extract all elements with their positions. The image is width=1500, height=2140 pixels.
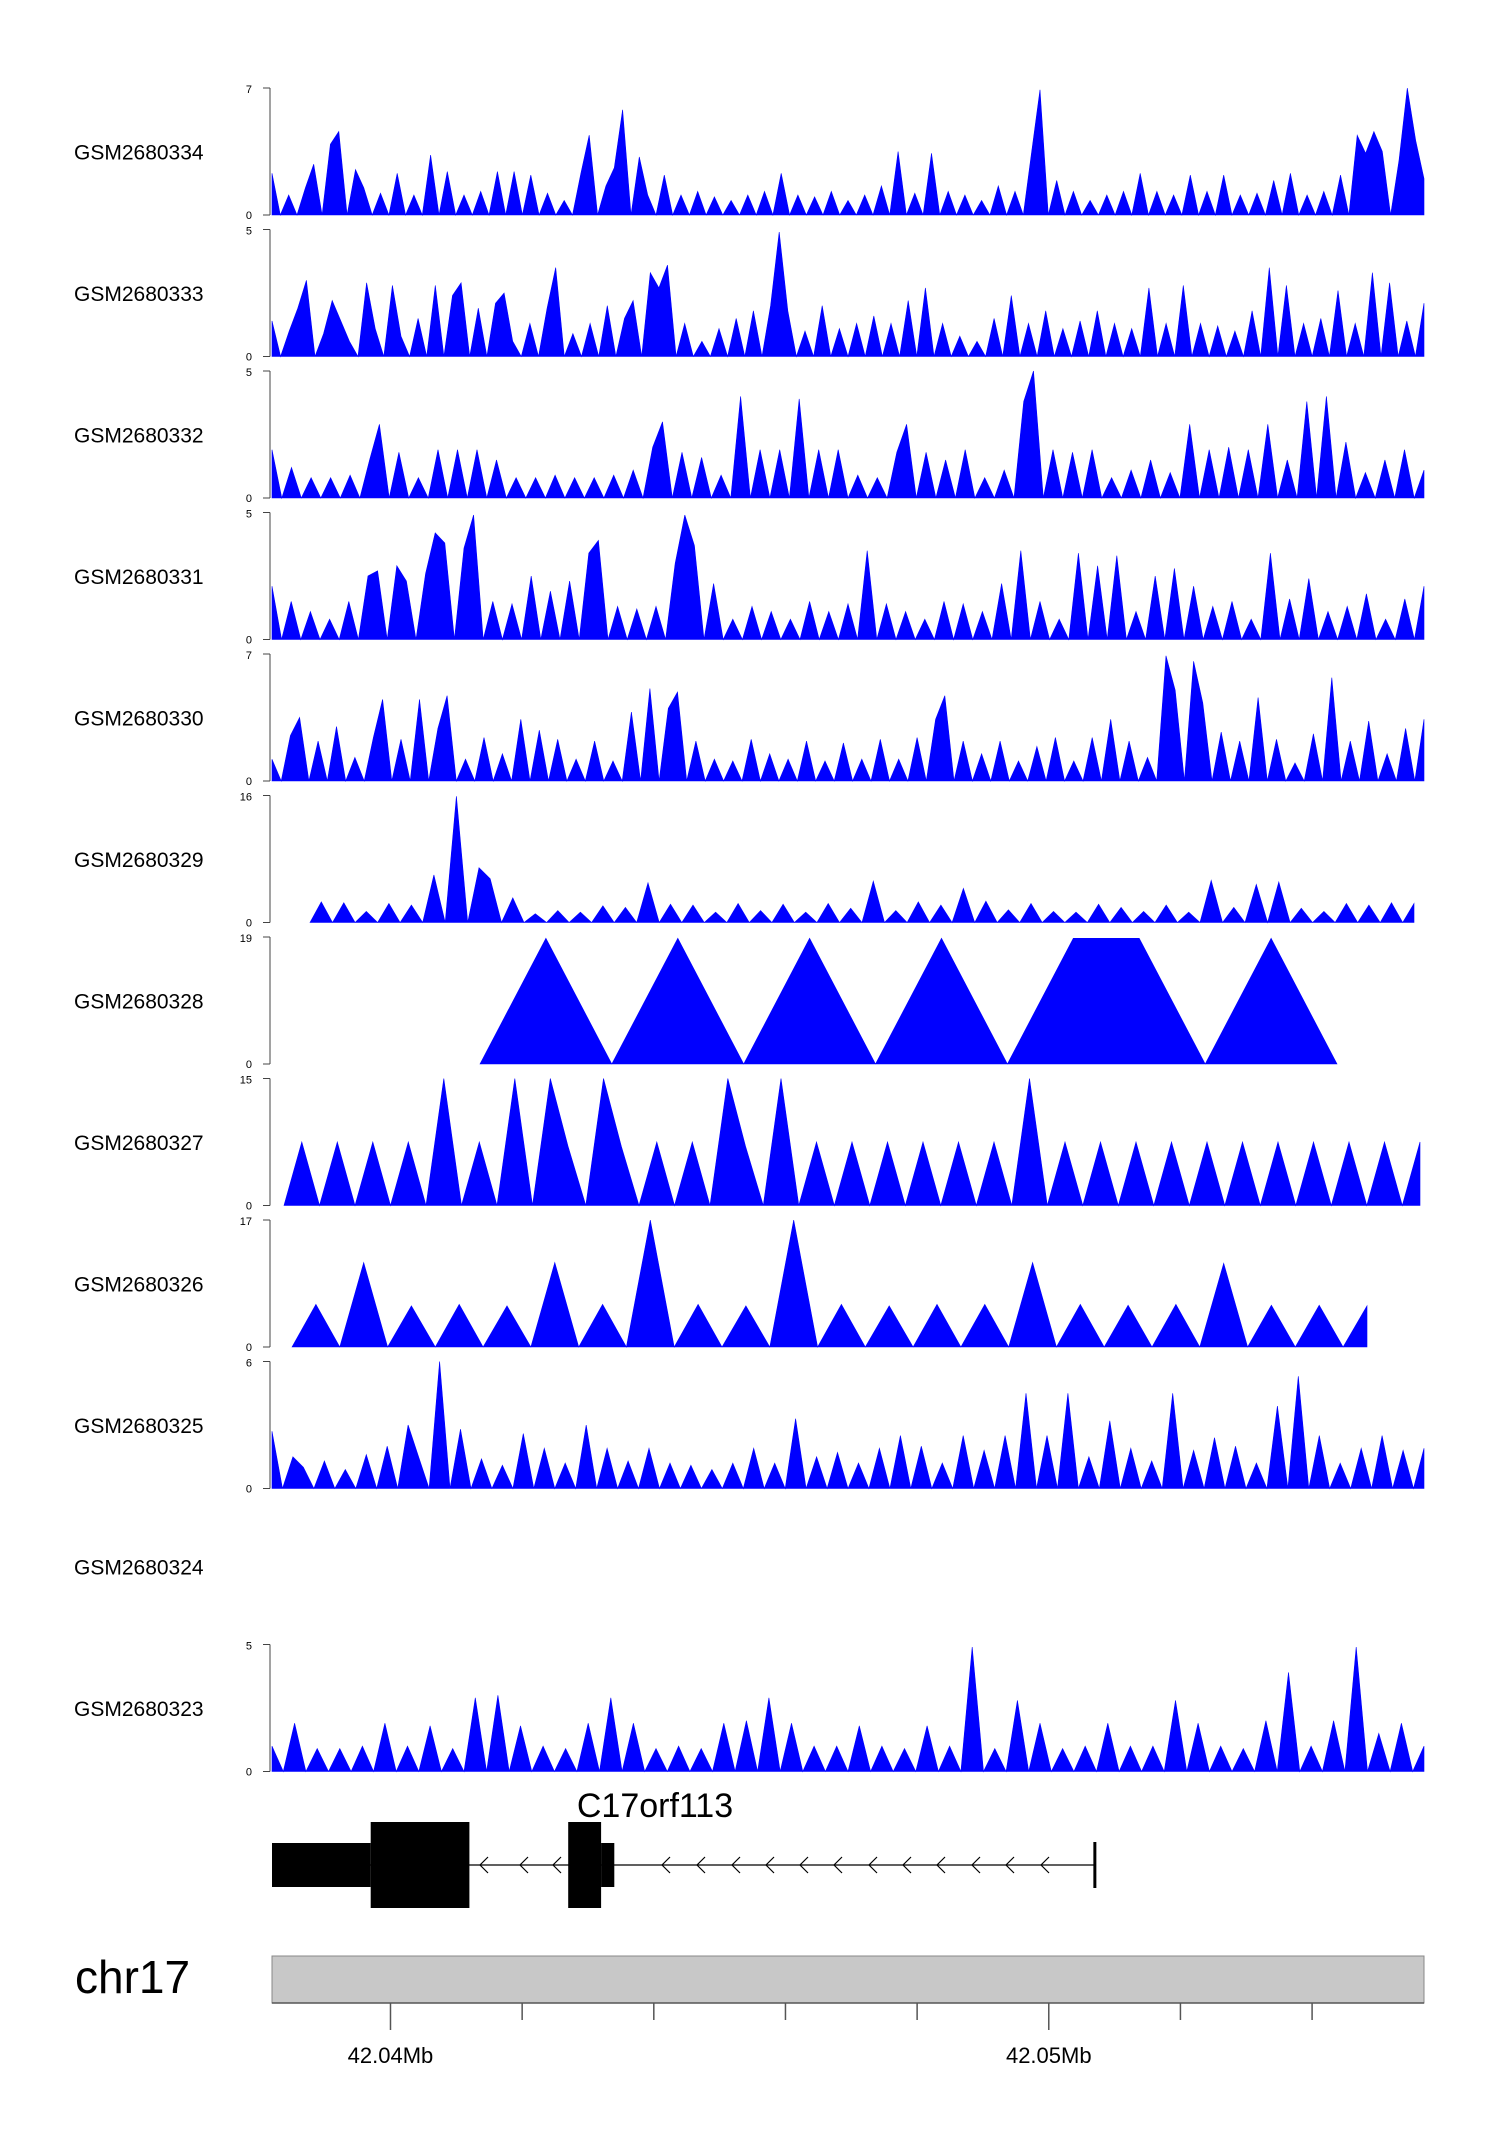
strand-chevron (833, 1856, 843, 1874)
coverage-area (271, 1361, 1425, 1490)
track-GSM2680330: GSM2680330 7 0 (74, 650, 1425, 788)
y-tick-label-zero: 0 (246, 918, 252, 930)
strand-chevron (902, 1856, 912, 1874)
coverage-area (271, 655, 1425, 783)
y-tick-label-max: 7 (246, 84, 252, 96)
track-label: GSM2680324 (74, 1557, 204, 1580)
track-GSM2680326: GSM2680326 17 0 (74, 1216, 1368, 1354)
strand-chevron (765, 1856, 775, 1874)
strand-chevron (552, 1856, 562, 1874)
track-GSM2680331: GSM2680331 5 0 (74, 509, 1425, 647)
strand-chevron (661, 1856, 671, 1874)
y-tick-label-max: 5 (246, 367, 252, 379)
y-tick-label-zero: 0 (246, 352, 252, 364)
strand-chevron (1040, 1856, 1050, 1874)
y-tick-label-max: 6 (246, 1358, 252, 1370)
strand-chevron (519, 1856, 529, 1874)
chromosome-label: chr17 (75, 1951, 190, 2003)
axis-tick-label: 42.04Mb (348, 2043, 434, 2068)
track-GSM2680327: GSM2680327 15 0 (74, 1075, 1421, 1213)
track-GSM2680325: GSM2680325 6 0 (74, 1358, 1425, 1496)
track-label: GSM2680333 (74, 283, 204, 306)
y-tick-label-max: 5 (246, 1641, 252, 1653)
coverage-area (283, 1078, 1421, 1207)
strand-chevron (971, 1856, 981, 1874)
coverage-area (271, 87, 1425, 217)
track-label: GSM2680332 (74, 425, 204, 448)
track-GSM2680332: GSM2680332 5 0 (74, 367, 1425, 505)
utr-exon (601, 1843, 615, 1887)
track-GSM2680329: GSM2680329 16 0 (74, 792, 1415, 930)
y-tick-label-max: 16 (240, 792, 252, 804)
track-label: GSM2680323 (74, 1698, 204, 1721)
track-GSM2680324: GSM2680324 (74, 1557, 204, 1580)
coding-exon (370, 1822, 470, 1908)
track-label: GSM2680334 (74, 142, 204, 165)
data-tracks: GSM268033470GSM268033350GSM268033250GSM2… (74, 84, 1425, 1779)
chromosome-bar (271, 1955, 1425, 2004)
y-tick-label-zero: 0 (246, 210, 252, 222)
strand-chevron (1005, 1856, 1015, 1874)
y-tick-label-zero: 0 (246, 1342, 252, 1354)
track-label: GSM2680331 (74, 566, 204, 589)
track-GSM2680328: GSM2680328 19 0 (74, 933, 1338, 1071)
coverage-area (479, 937, 1338, 1065)
y-tick-label-max: 17 (240, 1216, 252, 1228)
strand-chevron (868, 1856, 878, 1874)
y-tick-label-zero: 0 (246, 1201, 252, 1213)
track-label: GSM2680327 (74, 1132, 204, 1155)
y-tick-label-zero: 0 (246, 635, 252, 647)
track-GSM2680323: GSM2680323 5 0 (74, 1641, 1425, 1779)
track-label: GSM2680326 (74, 1274, 204, 1297)
strand-chevron (936, 1856, 946, 1874)
chromosome-axis-track: chr17 42.04Mb 42.05Mb (75, 1951, 1425, 2068)
coverage-area (271, 514, 1425, 641)
y-tick-label-max: 5 (246, 509, 252, 521)
track-label: GSM2680325 (74, 1415, 204, 1438)
coding-exon (568, 1822, 602, 1908)
y-tick-label-zero: 0 (246, 1059, 252, 1071)
gene-name-label: C17orf113 (577, 1787, 733, 1825)
track-label: GSM2680330 (74, 708, 204, 731)
y-tick-label-zero: 0 (246, 776, 252, 788)
y-tick-label-max: 15 (240, 1075, 252, 1087)
track-label: GSM2680329 (74, 849, 204, 872)
y-tick-label-zero: 0 (246, 1767, 252, 1779)
utr-exon (272, 1843, 371, 1887)
coverage-area (309, 796, 1415, 924)
y-tick-label-max: 7 (246, 650, 252, 662)
strand-chevron (479, 1856, 489, 1874)
axis-tick-label: 42.05Mb (1006, 2043, 1092, 2068)
y-tick-label-max: 5 (246, 226, 252, 238)
gene-track: C17orf113 (272, 1787, 1097, 1908)
y-tick-label-max: 19 (240, 933, 252, 945)
y-tick-label-zero: 0 (246, 1484, 252, 1496)
strand-chevron (731, 1856, 741, 1874)
coverage-area (271, 231, 1425, 358)
strand-chevron (696, 1856, 706, 1874)
track-GSM2680334: GSM2680334 7 0 (74, 84, 1425, 222)
coverage-area (291, 1219, 1368, 1348)
coverage-area (271, 1646, 1425, 1773)
y-tick-label-zero: 0 (246, 493, 252, 505)
track-label: GSM2680328 (74, 991, 204, 1014)
track-GSM2680333: GSM2680333 5 0 (74, 226, 1425, 364)
strand-chevron (799, 1856, 809, 1874)
coverage-area (271, 370, 1425, 500)
